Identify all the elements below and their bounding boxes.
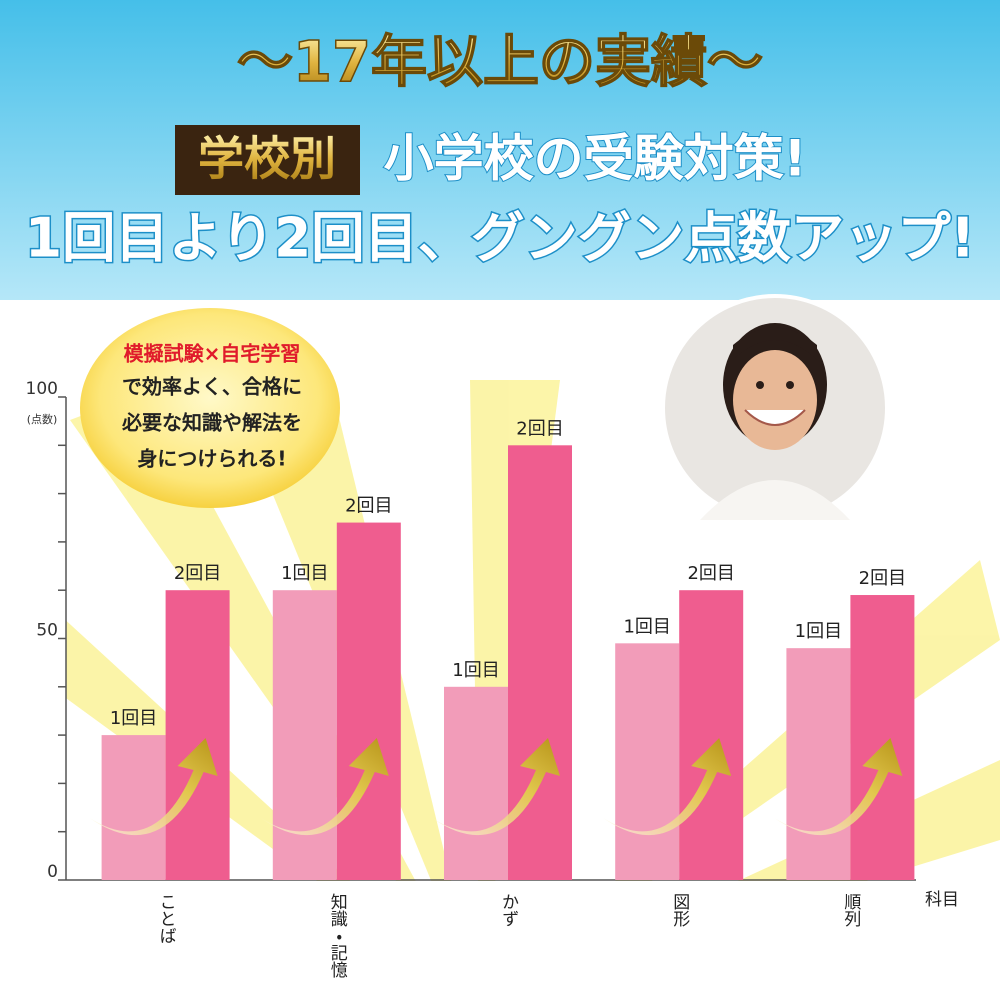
badge-box xyxy=(175,125,360,195)
headline: 〜17年以上の実績〜 xyxy=(237,30,763,95)
badge: 学校別 xyxy=(198,132,336,186)
arrow xyxy=(260,738,389,836)
bar xyxy=(165,590,230,880)
bar-label: 2回目 xyxy=(687,563,734,584)
bar xyxy=(444,686,508,880)
bar-label: 1回目 xyxy=(795,621,842,642)
tagline: 1回目より2回目、グングン点数アップ! xyxy=(25,207,975,270)
x-tick-label: 知識・記憶 xyxy=(327,893,348,979)
bar-label: 2回目 xyxy=(859,568,906,589)
y-tick-label: 50 xyxy=(36,621,58,641)
banner-bg xyxy=(0,0,1000,300)
arrow xyxy=(603,738,732,836)
x-axis-label: 科目 xyxy=(925,890,959,910)
bubble-line: で効率よく、合格に xyxy=(122,375,302,399)
bubble xyxy=(80,308,340,508)
bubble-line: 身につけられる! xyxy=(137,447,286,471)
x-tick-label: ことば xyxy=(156,893,176,944)
photo xyxy=(661,294,889,522)
y-axis-label: (点数) xyxy=(27,413,58,426)
arrow xyxy=(89,738,218,836)
bar xyxy=(850,595,915,880)
arrow xyxy=(432,738,560,836)
bar-label: 2回目 xyxy=(174,563,221,584)
x-tick-label: かず xyxy=(498,893,518,927)
bar xyxy=(786,648,851,880)
x-tick-label: 図形 xyxy=(669,893,690,927)
bar xyxy=(272,590,337,880)
y-tick-label: 0 xyxy=(47,862,58,882)
bar-label: 1回目 xyxy=(452,660,499,681)
bar-label: 1回目 xyxy=(281,563,328,584)
bubble-highlight: 模擬試験×自宅学習 xyxy=(124,342,301,366)
bubble-line: 必要な知識や解法を xyxy=(121,411,302,435)
bar-label: 1回目 xyxy=(110,708,157,729)
bar xyxy=(615,643,680,880)
bar-label: 2回目 xyxy=(516,418,563,439)
bar xyxy=(101,735,166,880)
bar-label: 1回目 xyxy=(623,616,670,637)
x-tick-label: 順列 xyxy=(840,893,861,928)
bar xyxy=(679,590,744,880)
y-tick-label: 100 xyxy=(26,379,58,399)
arrow xyxy=(774,738,903,836)
bar xyxy=(336,522,401,880)
bar-label: 2回目 xyxy=(345,496,392,517)
subhead: 小学校の受験対策! xyxy=(384,130,807,188)
